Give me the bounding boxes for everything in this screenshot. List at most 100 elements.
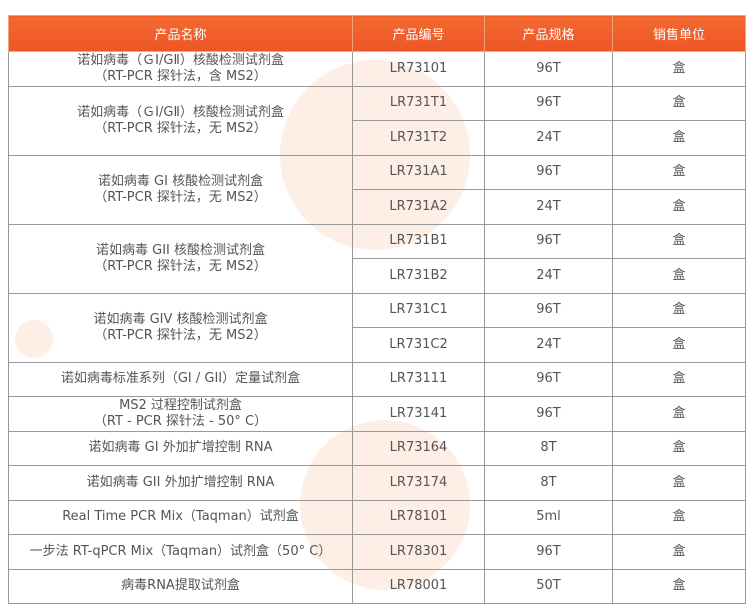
- row: 诺如病毒（ＧⅠ/GⅡ）核酸检测试剂盒 （RT-PCR 探针法，含 MS2） LR73…: [8, 51, 746, 87]
- cell: 96T: [484, 361, 613, 397]
- header-cell: 产品编号: [352, 15, 485, 52]
- name-line: （RT-PCR 探针法，无 MS2）: [94, 189, 267, 205]
- row: LR731A2 24T 盒: [9, 189, 746, 225]
- cell: LR731A2: [352, 189, 485, 225]
- cell: 盒: [612, 292, 746, 328]
- cell: LR731C1: [352, 292, 485, 328]
- row: 诺如病毒 GI 核酸检测试剂盒 （RT-PCR 探针法，无 MS2） LR731A1…: [8, 154, 746, 225]
- cell: 96T: [484, 292, 613, 328]
- cell: 96T: [484, 223, 613, 259]
- cell: 96T: [484, 51, 613, 87]
- cell: 8T: [484, 430, 613, 466]
- cell: LR78001: [352, 568, 485, 604]
- header-cell: 销售单位: [612, 15, 746, 52]
- name-cell: 病毒RNA提取试剂盒: [8, 568, 353, 604]
- cell: 96T: [484, 154, 613, 190]
- row: 病毒RNA提取试剂盒 LR78001 50T 盒: [8, 568, 746, 604]
- cell: LR78101: [352, 499, 485, 535]
- cell: 盒: [612, 361, 746, 397]
- name-line: 诺如病毒 GIV 核酸检测试剂盒: [93, 311, 268, 327]
- row: 诺如病毒 GIV 核酸检测试剂盒 （RT-PCR 探针法，无 MS2） LR731C…: [8, 292, 746, 363]
- table-wrap: 产品名称 产品编号 产品规格 销售单位 诺如病毒（ＧⅠ/GⅡ）核酸检测试剂盒 （RT-P…: [8, 15, 746, 604]
- name-cell: 诺如病毒 GII 核酸检测试剂盒 （RT-PCR 探针法，无 MS2）: [8, 223, 353, 294]
- name-cell: MS2 过程控制试剂盒 （RT - PCR 探针法 - 50° C）: [8, 396, 353, 432]
- header-row: 产品名称 产品编号 产品规格 销售单位: [8, 15, 746, 52]
- cell: LR73164: [352, 430, 485, 466]
- name-line: Real Time PCR Mix（Taqman）试剂盒: [62, 509, 299, 525]
- name-cell: 诺如病毒 GI 外加扩增控制 RNA: [8, 430, 353, 466]
- product-table: 产品名称 产品编号 产品规格 销售单位 诺如病毒（ＧⅠ/GⅡ）核酸检测试剂盒 （RT-P…: [8, 15, 746, 604]
- row: 诺如病毒 GII 外加扩增控制 RNA LR73174 8T 盒: [8, 465, 746, 501]
- cell: LR731T1: [352, 85, 485, 121]
- name-line: 一步法 RT-qPCR Mix（Taqman）试剂盒（50° C）: [29, 543, 332, 559]
- cell: 盒: [612, 465, 746, 501]
- table-body: 诺如病毒（ＧⅠ/GⅡ）核酸检测试剂盒 （RT-PCR 探针法，含 MS2） LR73…: [8, 51, 746, 604]
- row: 诺如病毒标准系列（GI / GII）定量试剂盒 LR73111 96T 盒: [8, 361, 746, 397]
- name-line: 诺如病毒 GII 外加扩增控制 RNA: [86, 474, 275, 490]
- cell: 24T: [484, 327, 613, 363]
- cell: LR731T2: [352, 120, 485, 156]
- cell: 盒: [612, 327, 746, 363]
- cell: 盒: [612, 499, 746, 535]
- cell: 盒: [612, 258, 746, 294]
- name-line: 诺如病毒 GI 核酸检测试剂盒: [97, 173, 264, 189]
- cell: LR731C2: [352, 327, 485, 363]
- cell: LR73141: [352, 396, 485, 432]
- row: LR731C2 24T 盒: [9, 327, 746, 363]
- cell: 盒: [612, 85, 746, 121]
- name-line: 诺如病毒（ＧⅠ/GⅡ）核酸检测试剂盒: [77, 52, 284, 68]
- name-cell: 诺如病毒 GIV 核酸检测试剂盒 （RT-PCR 探针法，无 MS2）: [8, 292, 353, 363]
- cell: 盒: [612, 154, 746, 190]
- cell: LR73101: [352, 51, 485, 87]
- row: MS2 过程控制试剂盒 （RT - PCR 探针法 - 50° C） LR73141…: [8, 396, 746, 432]
- name-line: 病毒RNA提取试剂盒: [121, 578, 240, 594]
- name-line: 诺如病毒标准系列（GI / GII）定量试剂盒: [60, 371, 301, 387]
- cell: 8T: [484, 465, 613, 501]
- cell: 盒: [612, 568, 746, 604]
- cell: 96T: [484, 85, 613, 121]
- name-line: （RT-PCR 探针法，无 MS2）: [94, 120, 267, 136]
- cell: 盒: [612, 51, 746, 87]
- name-line: 诺如病毒 GII 核酸检测试剂盒: [95, 242, 265, 258]
- cell: LR731B1: [352, 223, 485, 259]
- row: LR731T2 24T 盒: [9, 120, 746, 156]
- cell: 盒: [612, 120, 746, 156]
- cell: 盒: [612, 430, 746, 466]
- cell: 盒: [612, 189, 746, 225]
- cell: LR73111: [352, 361, 485, 397]
- cell: 24T: [484, 120, 613, 156]
- cell: LR73174: [352, 465, 485, 501]
- cell: LR731A1: [352, 154, 485, 190]
- header-cell: 产品名称: [8, 15, 353, 52]
- name-cell: 诺如病毒标准系列（GI / GII）定量试剂盒: [8, 361, 353, 397]
- name-line: （RT - PCR 探针法 - 50° C）: [93, 413, 268, 429]
- name-cell: 一步法 RT-qPCR Mix（Taqman）试剂盒（50° C）: [8, 534, 353, 570]
- cell: 96T: [484, 534, 613, 570]
- cell: 24T: [484, 189, 613, 225]
- name-line: 诺如病毒（ＧⅠ/GⅡ）核酸检测试剂盒: [77, 104, 284, 120]
- row: 诺如病毒 GII 核酸检测试剂盒 （RT-PCR 探针法，无 MS2） LR731B…: [8, 223, 746, 294]
- cell: 盒: [612, 223, 746, 259]
- name-line: （RT-PCR 探针法，无 MS2）: [94, 258, 267, 274]
- header-cell: 产品规格: [484, 15, 613, 52]
- name-line: MS2 过程控制试剂盒: [119, 397, 242, 413]
- cell: 盒: [612, 396, 746, 432]
- cell: LR78301: [352, 534, 485, 570]
- cell: LR731B2: [352, 258, 485, 294]
- row: Real Time PCR Mix（Taqman）试剂盒 LR78101 5ml 盒: [8, 499, 746, 535]
- name-line: （RT-PCR 探针法，无 MS2）: [94, 327, 267, 343]
- name-line: （RT-PCR 探针法，含 MS2）: [94, 68, 267, 84]
- name-cell: 诺如病毒 GI 核酸检测试剂盒 （RT-PCR 探针法，无 MS2）: [8, 154, 353, 225]
- name-cell: Real Time PCR Mix（Taqman）试剂盒: [8, 499, 353, 535]
- row: 一步法 RT-qPCR Mix（Taqman）试剂盒（50° C） LR78301…: [8, 534, 746, 570]
- cell: 盒: [612, 534, 746, 570]
- name-cell: 诺如病毒（ＧⅠ/GⅡ）核酸检测试剂盒 （RT-PCR 探针法，无 MS2）: [8, 85, 353, 156]
- cell: 96T: [484, 396, 613, 432]
- name-cell: 诺如病毒（ＧⅠ/GⅡ）核酸检测试剂盒 （RT-PCR 探针法，含 MS2）: [8, 51, 353, 87]
- row: LR731B2 24T 盒: [9, 258, 746, 294]
- cell: 24T: [484, 258, 613, 294]
- name-line: 诺如病毒 GI 外加扩增控制 RNA: [88, 440, 273, 456]
- name-cell: 诺如病毒 GII 外加扩增控制 RNA: [8, 465, 353, 501]
- row: 诺如病毒 GI 外加扩增控制 RNA LR73164 8T 盒: [8, 430, 746, 466]
